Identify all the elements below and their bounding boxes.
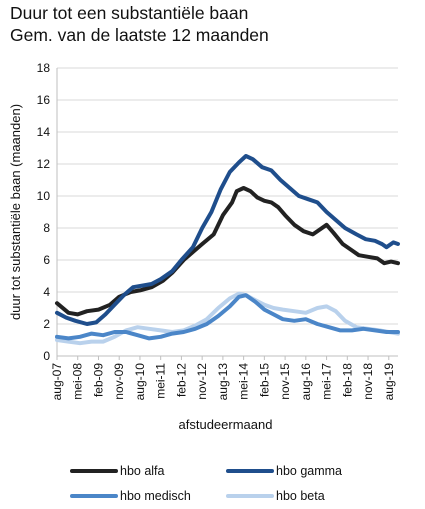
- x-tick-label: aug-07: [50, 363, 64, 401]
- y-tick-label: 4: [43, 285, 50, 299]
- legend-label: hbo medisch: [120, 489, 191, 503]
- series-line-hbo-beta: [55, 291, 400, 346]
- x-tick-label: feb-18: [340, 363, 354, 397]
- x-tick-label: aug-19: [382, 363, 396, 401]
- x-tick-label: feb-09: [91, 363, 105, 397]
- y-axis-title: duur tot substantiële baan (maanden): [8, 104, 23, 320]
- x-tick-label: feb-15: [257, 363, 271, 397]
- x-tick-label: mei-08: [71, 363, 85, 400]
- y-tick-label: 12: [37, 157, 51, 171]
- x-tick-label: feb-12: [174, 363, 188, 397]
- x-tick-label: nov-12: [195, 363, 209, 400]
- x-tick-label: aug-10: [133, 363, 147, 401]
- legend-label: hbo beta: [276, 489, 325, 503]
- chart-title-line-2: Gem. van de laatste 12 maanden: [10, 25, 269, 45]
- series-lines: [55, 154, 400, 346]
- legend-label: hbo alfa: [120, 464, 165, 478]
- series-line-hbo-alfa: [55, 186, 400, 317]
- series-line-hbo-gamma: [55, 154, 400, 326]
- y-tick-label: 10: [37, 189, 51, 203]
- x-tick-label: mei-14: [237, 363, 251, 400]
- y-tick-label: 18: [37, 61, 51, 75]
- series-line-hbo-medisch: [55, 293, 400, 341]
- gridlines: [57, 67, 398, 325]
- x-axis-title: afstudeermaand: [179, 417, 273, 432]
- y-tick-label: 2: [43, 317, 50, 331]
- x-tick-label: aug-13: [216, 363, 230, 401]
- legend: hbo alfa hbo gamma hbo medisch hbo beta: [70, 464, 342, 503]
- y-tick-label: 8: [43, 221, 50, 235]
- y-tick-labels: 0 2 4 6 8 10 12 14 16 18: [37, 61, 51, 363]
- y-tick-label: 14: [37, 125, 51, 139]
- y-tick-label: 0: [43, 349, 50, 363]
- x-tick-label: nov-09: [112, 363, 126, 400]
- axes: [56, 68, 398, 360]
- x-tick-labels: aug-07 mei-08 feb-09 nov-09 aug-10 mei-11 feb-…: [50, 363, 396, 401]
- x-tick-label: mei-11: [154, 363, 168, 399]
- x-tick-label: nov-18: [361, 363, 375, 400]
- y-tick-label: 16: [37, 93, 51, 107]
- x-tick-label: mei-17: [320, 363, 334, 400]
- y-tick-label: 6: [43, 253, 50, 267]
- x-tick-label: aug-16: [299, 363, 313, 401]
- legend-label: hbo gamma: [276, 464, 342, 478]
- chart-title-line-1: Duur tot een substantiële baan: [10, 3, 249, 23]
- x-tick-label: nov-15: [278, 363, 292, 400]
